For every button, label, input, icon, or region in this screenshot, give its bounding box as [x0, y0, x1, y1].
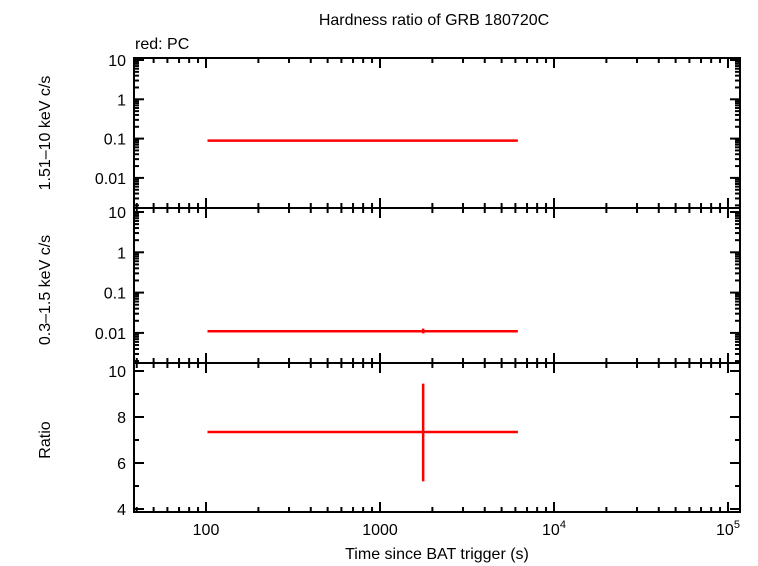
y-tick-label: 0.01 [95, 326, 126, 343]
y-axis-label-soft: 0.3–1.5 keV c/s [37, 235, 54, 345]
y-tick-label: 10 [108, 53, 126, 70]
y-tick-label: 1 [117, 92, 126, 109]
x-tick-label: 1000 [362, 522, 398, 539]
y-tick-label: 4 [117, 502, 126, 519]
y-tick-label: 10 [108, 364, 126, 381]
y-tick-labels: 10 1 0.1 0.01 10 1 0.1 0.01 10 8 6 4 [95, 53, 126, 519]
y-tick-label: 0.1 [104, 132, 126, 149]
x-tick-labels: 100 1000 104 105 [193, 519, 740, 539]
y-tick-label: 0.1 [104, 286, 126, 303]
y-tick-label: 1 [117, 245, 126, 262]
x-tick-label: 100 [193, 522, 220, 539]
y-tick-label: 0.01 [95, 171, 126, 188]
x-axis-label: Time since BAT trigger (s) [345, 546, 529, 563]
y-tick-label: 8 [117, 410, 126, 427]
legend-note: red: PC [135, 36, 189, 53]
panel-frame-2 [133, 362, 741, 513]
x-tick-label: 104 [542, 519, 566, 539]
panel-frame-0 [133, 57, 741, 209]
data-series-pc [207, 139, 518, 482]
axis-ticks [134, 58, 740, 512]
panel-frames [133, 57, 741, 513]
y-tick-label: 10 [108, 205, 126, 222]
y-axis-label-ratio: Ratio [37, 421, 54, 458]
x-tick-label: 105 [716, 519, 740, 539]
chart-title: Hardness ratio of GRB 180720C [319, 12, 549, 29]
y-axis-label-hard: 1.51–10 keV c/s [37, 76, 54, 191]
panel-frame-1 [133, 207, 741, 364]
y-tick-label: 6 [117, 456, 126, 473]
